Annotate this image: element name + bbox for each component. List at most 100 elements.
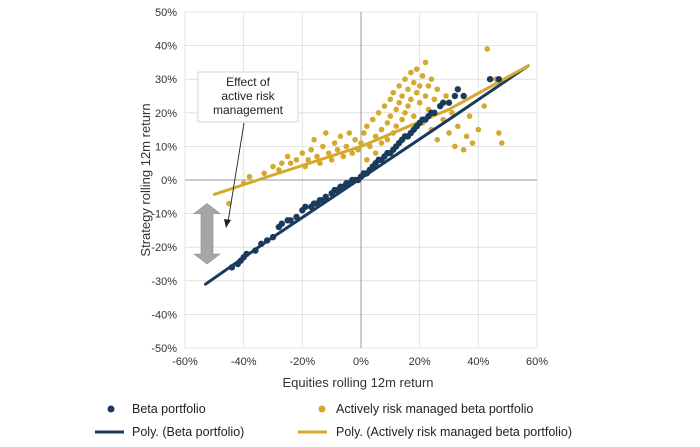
active-point xyxy=(378,140,385,146)
y-tick-label: -10% xyxy=(151,209,177,221)
beta-point xyxy=(445,99,453,106)
beta-point xyxy=(495,76,503,83)
legend-active-label: Actively risk managed beta portfolio xyxy=(336,402,533,416)
active-point xyxy=(419,73,426,79)
beta-point xyxy=(278,220,285,227)
active-point xyxy=(384,120,391,126)
active-point xyxy=(402,76,408,82)
active-point xyxy=(443,93,449,99)
active-point xyxy=(331,140,338,146)
x-tick-label: 20% xyxy=(409,356,431,368)
active-point xyxy=(299,150,306,156)
active-point xyxy=(455,123,461,130)
active-point xyxy=(387,113,394,119)
active-point xyxy=(270,163,276,170)
beta-point xyxy=(243,250,250,258)
y-tick-labels: 50% 40% 30% 20% 10% 0% -10% -20% -30% -40% -50% xyxy=(151,7,177,355)
legend-beta-label: Beta portfolio xyxy=(132,402,206,416)
beta-point xyxy=(252,247,259,254)
active-point xyxy=(475,126,482,133)
active-point xyxy=(469,140,476,146)
y-tick-label: 0% xyxy=(161,175,177,187)
active-point xyxy=(396,83,402,89)
active-point xyxy=(393,123,400,130)
active-point xyxy=(434,86,441,93)
active-point xyxy=(402,110,408,116)
y-axis-label: Strategy rolling 12m return xyxy=(138,103,153,256)
x-tick-label: -40% xyxy=(231,356,257,368)
active-point xyxy=(408,69,414,76)
active-point xyxy=(361,130,367,136)
annotation-pointer-head xyxy=(224,219,231,228)
active-point xyxy=(320,143,326,150)
beta-point xyxy=(431,109,438,117)
annotation-line-1: Effect of xyxy=(226,75,270,89)
active-point xyxy=(343,143,350,150)
active-point xyxy=(413,66,420,72)
double-arrow-shape xyxy=(193,203,221,265)
annotation-line-3: management xyxy=(213,103,284,117)
annotation: Effect of active risk management xyxy=(193,71,299,265)
active-point xyxy=(399,93,405,99)
y-tick-label: 30% xyxy=(155,74,177,86)
beta-point xyxy=(293,213,300,221)
active-point xyxy=(317,160,323,166)
active-point xyxy=(399,116,405,123)
active-point xyxy=(293,157,300,163)
legend-beta-marker xyxy=(107,405,115,413)
x-tick-label: 0% xyxy=(353,356,369,368)
x-tick-label: -60% xyxy=(172,356,198,368)
active-point xyxy=(384,136,391,143)
active-point xyxy=(416,99,423,106)
active-point xyxy=(446,130,452,136)
beta-point xyxy=(302,203,309,211)
active-point xyxy=(387,96,394,103)
active-point xyxy=(431,96,438,103)
beta-point xyxy=(287,217,294,224)
active-point xyxy=(416,83,423,89)
active-point xyxy=(340,153,347,160)
y-tick-label: -30% xyxy=(151,276,177,288)
active-point xyxy=(364,157,370,163)
active-point xyxy=(378,126,385,133)
active-point xyxy=(311,136,317,143)
active-point xyxy=(337,133,344,140)
active-point xyxy=(393,106,400,113)
y-tick-label: -40% xyxy=(151,309,177,321)
legend-active-fit-label: Poly. (Actively risk managed beta portfo… xyxy=(336,425,572,439)
x-axis-label: Equities rolling 12m return xyxy=(282,375,433,390)
active-point xyxy=(396,99,402,106)
active-point xyxy=(369,116,376,123)
beta-point xyxy=(228,264,236,271)
active-point xyxy=(499,140,505,146)
active-point xyxy=(411,113,417,119)
active-points-group xyxy=(226,46,505,207)
annotation-pointer xyxy=(227,122,245,223)
beta-point xyxy=(451,92,459,100)
beta-point xyxy=(454,86,461,93)
double-arrow-icon xyxy=(193,203,221,265)
active-point xyxy=(261,170,268,177)
x-tick-label: 40% xyxy=(467,356,489,368)
beta-point xyxy=(486,76,494,83)
y-tick-label: -50% xyxy=(151,343,177,355)
x-tick-label: -20% xyxy=(289,356,315,368)
active-point xyxy=(246,173,253,180)
x-tick-label: 60% xyxy=(526,356,548,368)
active-point xyxy=(422,93,429,99)
y-tick-label: 20% xyxy=(155,108,177,120)
y-tick-label: 10% xyxy=(155,141,177,153)
active-point xyxy=(425,83,432,89)
legend-active-marker xyxy=(318,405,326,413)
y-tick-label: 50% xyxy=(155,7,177,19)
beta-point xyxy=(258,240,265,248)
beta-point xyxy=(439,99,447,106)
active-point xyxy=(349,150,356,156)
active-point xyxy=(390,89,397,96)
active-point xyxy=(284,153,291,160)
active-point xyxy=(481,103,488,109)
active-point xyxy=(346,130,353,136)
x-tick-labels: -60% -40% -20% 0% 20% 40% 60% xyxy=(172,356,548,368)
active-point xyxy=(323,130,329,136)
